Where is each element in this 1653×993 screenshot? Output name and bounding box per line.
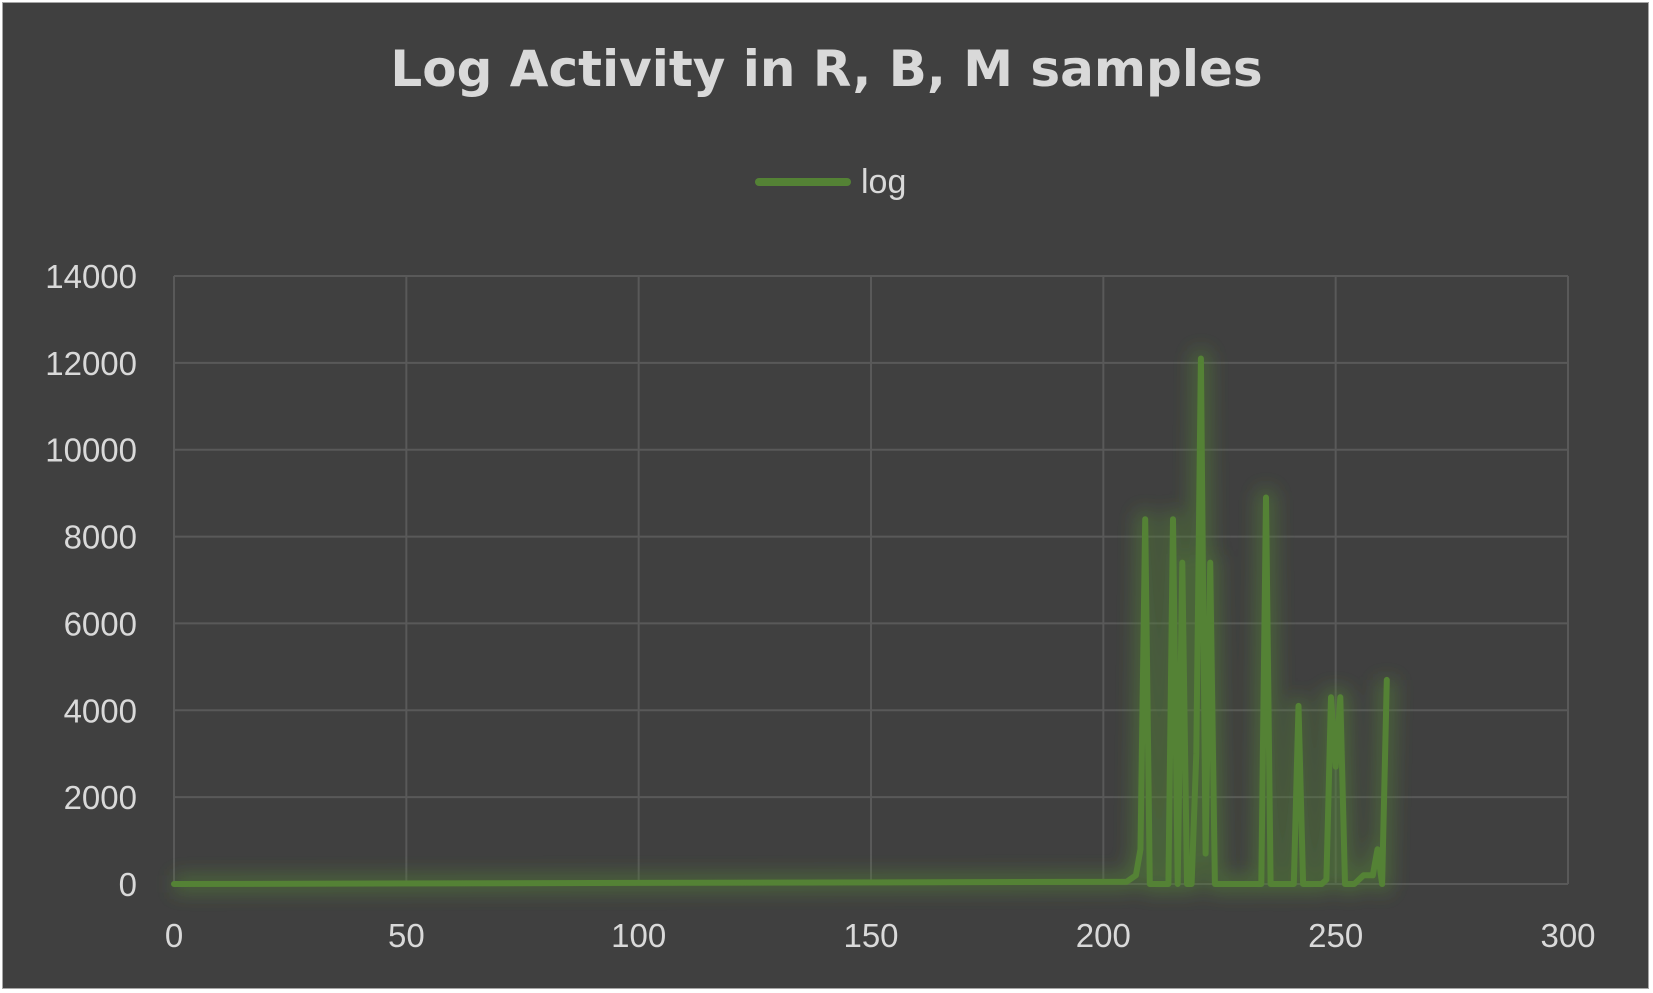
x-tick-label: 50 xyxy=(388,917,425,954)
y-tick-label: 2000 xyxy=(64,779,137,816)
x-tick-label: 250 xyxy=(1308,917,1363,954)
y-tick-label: 8000 xyxy=(64,519,137,556)
y-tick-label: 12000 xyxy=(45,345,137,382)
y-tick-label: 6000 xyxy=(64,605,137,642)
legend-swatch-log xyxy=(755,178,851,186)
y-tick-label: 0 xyxy=(119,866,137,903)
x-tick-label: 200 xyxy=(1076,917,1131,954)
y-tick-label: 14000 xyxy=(45,258,137,295)
x-tick-label: 300 xyxy=(1540,917,1595,954)
legend-label-log: log xyxy=(861,162,907,201)
x-tick-label: 150 xyxy=(843,917,898,954)
chart-title: Log Activity in R, B, M samples xyxy=(390,40,1263,98)
y-tick-label: 10000 xyxy=(45,432,137,469)
legend: log xyxy=(755,160,906,204)
series-line-log xyxy=(171,355,1390,887)
x-tick-label: 0 xyxy=(165,917,183,954)
x-tick-label: 100 xyxy=(611,917,666,954)
y-tick-label: 4000 xyxy=(64,692,137,729)
